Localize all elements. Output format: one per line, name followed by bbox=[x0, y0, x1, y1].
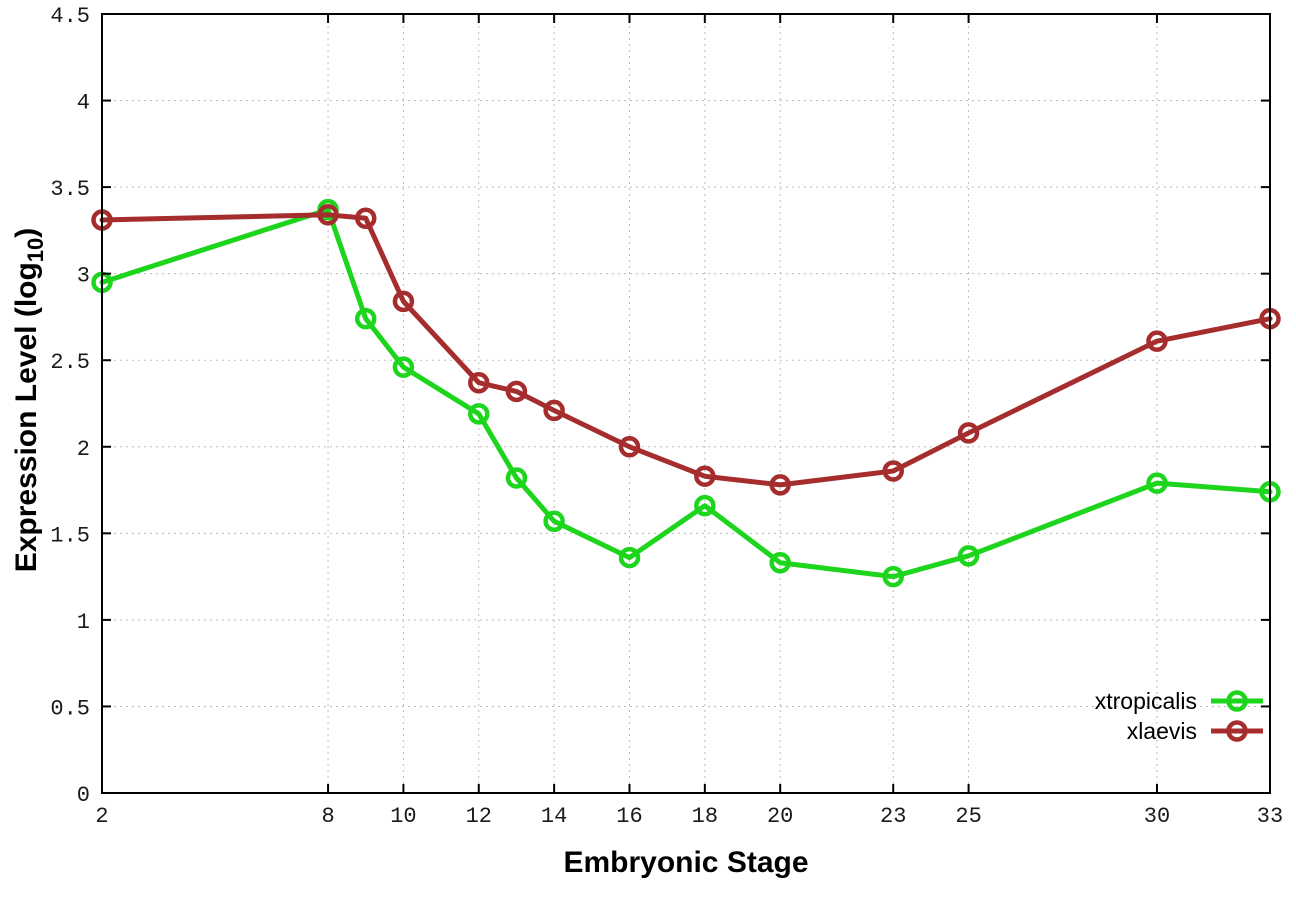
series-xlaevis-marker-12 bbox=[468, 371, 490, 394]
axis-ticks bbox=[101, 13, 1271, 794]
y-axis-title-subscript: 10 bbox=[23, 238, 48, 262]
series-xlaevis-marker-8 bbox=[317, 204, 339, 226]
series-xlaevis-marker-9 bbox=[354, 207, 377, 230]
series-xtropicalis-marker-30 bbox=[1146, 472, 1168, 494]
series-xtropicalis-marker-18 bbox=[694, 494, 716, 517]
x-tick-label-8: 8 bbox=[321, 804, 334, 829]
y-tick-label-1.5: 1.5 bbox=[50, 523, 90, 548]
x-tick-label-14: 14 bbox=[541, 804, 567, 829]
x-tick-label-16: 16 bbox=[616, 804, 642, 829]
legend-marker-xlaevis bbox=[1226, 720, 1248, 742]
x-tick-label-23: 23 bbox=[880, 804, 906, 829]
series-xlaevis-marker-14 bbox=[543, 399, 565, 422]
series-xlaevis-marker-13 bbox=[505, 380, 528, 403]
x-axis-title: Embryonic Stage bbox=[563, 846, 808, 879]
series-xtropicalis bbox=[91, 198, 1281, 588]
y-tick-label-0.5: 0.5 bbox=[50, 696, 90, 721]
series-xtropicalis-marker-12 bbox=[468, 403, 490, 425]
legend-label-xtropicalis: xtropicalis bbox=[1095, 688, 1197, 714]
y-axis-title-end: ) bbox=[10, 228, 43, 238]
series-xtropicalis-marker-16 bbox=[618, 546, 641, 569]
series-xtropicalis-marker-13 bbox=[505, 467, 528, 489]
x-tick-label-12: 12 bbox=[466, 804, 492, 829]
x-tick-label-30: 30 bbox=[1144, 804, 1170, 829]
series-xlaevis-marker-10 bbox=[392, 290, 415, 313]
legend-item-xtropicalis: xtropicalis bbox=[1095, 688, 1263, 714]
plot-border bbox=[101, 13, 1271, 794]
series-xlaevis-marker-25 bbox=[957, 422, 980, 444]
x-tick-label-25: 25 bbox=[955, 804, 981, 829]
series-xtropicalis-marker-9 bbox=[354, 307, 377, 330]
series-xtropicalis-line bbox=[99, 207, 1273, 580]
legend: xtropicalis xlaevis bbox=[1095, 688, 1263, 744]
y-tick-label-4.5: 4.5 bbox=[50, 4, 90, 29]
y-axis-title-main: Expression Level (log bbox=[10, 262, 43, 572]
series-xtropicalis-marker-20 bbox=[769, 552, 791, 574]
y-tick-labels: 0 0.5 1 1.5 2 2.5 3 3.5 4 4.5 bbox=[50, 4, 90, 808]
y-tick-label-3: 3 bbox=[77, 264, 90, 289]
x-tick-label-10: 10 bbox=[390, 804, 416, 829]
x-tick-labels: 2 8 10 12 14 16 18 20 23 25 30 33 bbox=[95, 804, 1283, 829]
series-xlaevis-line bbox=[99, 212, 1273, 488]
series-xlaevis-marker-18 bbox=[694, 465, 716, 487]
x-tick-label-2: 2 bbox=[95, 804, 108, 829]
data-series bbox=[91, 198, 1281, 588]
y-tick-label-2: 2 bbox=[77, 437, 90, 462]
series-xlaevis-marker-23 bbox=[882, 460, 904, 482]
legend-item-xlaevis: xlaevis bbox=[1127, 718, 1263, 744]
series-xtropicalis-marker-14 bbox=[543, 510, 565, 532]
y-tick-label-2.5: 2.5 bbox=[50, 350, 90, 375]
x-tick-label-33: 33 bbox=[1257, 804, 1283, 829]
legend-marker-xtropicalis bbox=[1226, 690, 1248, 712]
series-xtropicalis-marker-25 bbox=[957, 545, 980, 567]
y-tick-label-0: 0 bbox=[77, 783, 90, 808]
series-xlaevis bbox=[91, 204, 1281, 496]
series-xtropicalis-marker-23 bbox=[882, 565, 904, 588]
y-axis-title: Expression Level (log10) bbox=[10, 228, 48, 573]
legend-label-xlaevis: xlaevis bbox=[1127, 718, 1197, 744]
y-tick-label-1: 1 bbox=[77, 610, 90, 635]
grid bbox=[102, 14, 1270, 793]
x-tick-label-18: 18 bbox=[692, 804, 718, 829]
series-xtropicalis-marker-10 bbox=[392, 356, 415, 378]
x-tick-label-20: 20 bbox=[767, 804, 793, 829]
y-tick-label-4: 4 bbox=[77, 91, 90, 116]
series-xlaevis-marker-16 bbox=[618, 436, 641, 458]
y-tick-label-3.5: 3.5 bbox=[50, 177, 90, 202]
series-xlaevis-marker-30 bbox=[1146, 330, 1168, 352]
series-xlaevis-marker-20 bbox=[769, 474, 791, 496]
